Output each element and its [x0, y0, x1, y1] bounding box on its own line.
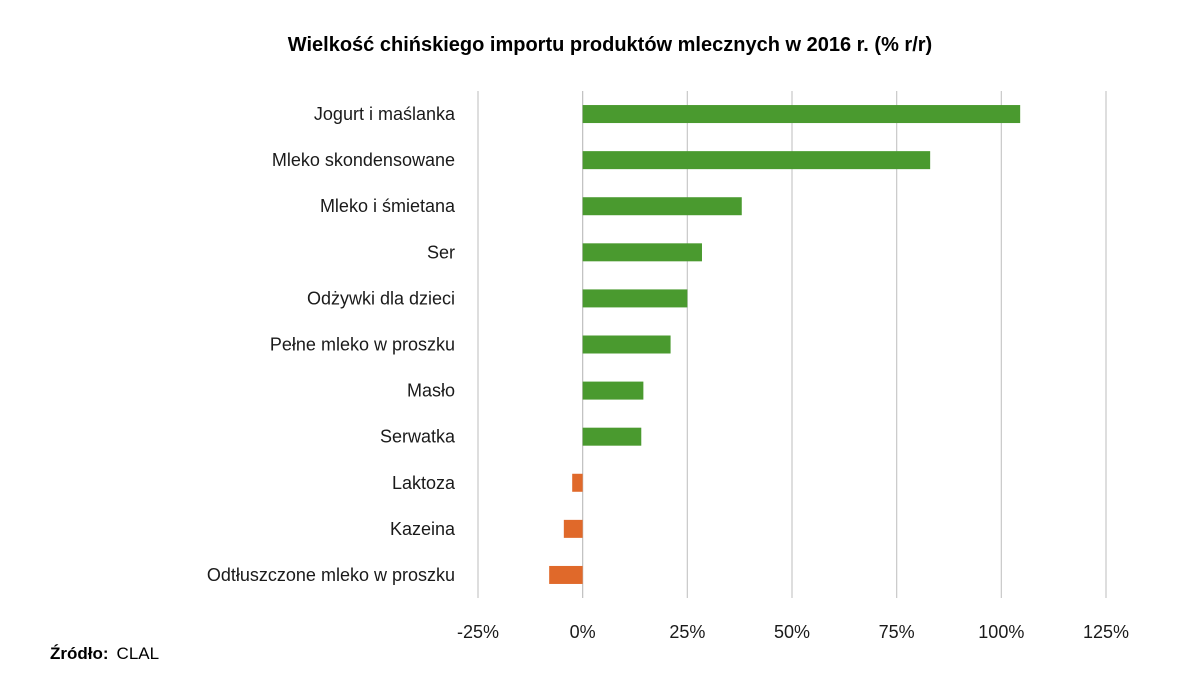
bar [572, 473, 583, 492]
bar [582, 105, 1021, 124]
bar [549, 565, 583, 584]
x-tick-label: 125% [1083, 622, 1129, 642]
bar [582, 335, 671, 354]
x-axis-tick-labels: -25% 0% 25% 50% 75% 100% 125% [457, 622, 1129, 642]
category-label: Laktoza [392, 473, 456, 493]
category-label: Pełne mleko w proszku [270, 335, 455, 355]
x-tick-label: 0% [570, 622, 596, 642]
bar [582, 243, 702, 262]
bars [549, 105, 1021, 584]
category-label: Serwatka [380, 427, 456, 447]
source-value: CLAL [116, 644, 160, 663]
bar [563, 519, 583, 538]
bar [582, 289, 688, 308]
bar [582, 197, 742, 216]
x-tick-label: -25% [457, 622, 499, 642]
category-label: Kazeina [390, 519, 456, 539]
category-label: Odtłuszczone mleko w proszku [207, 565, 455, 585]
x-tick-label: 75% [879, 622, 915, 642]
x-tick-label: 100% [978, 622, 1024, 642]
category-labels: Jogurt i maślanka Mleko skondensowane Mlek… [207, 104, 456, 585]
category-label: Mleko skondensowane [272, 150, 455, 170]
x-tick-label: 25% [669, 622, 705, 642]
category-label: Masło [407, 381, 455, 401]
category-label: Odżywki dla dzieci [307, 288, 455, 308]
bar [582, 381, 644, 400]
category-label: Jogurt i maślanka [314, 104, 456, 124]
chart-title: Wielkość chińskiego importu produktów ml… [287, 34, 933, 56]
x-tick-label: 50% [774, 622, 810, 642]
category-label: Ser [427, 242, 455, 262]
source-note: Źródło: CLAL [50, 644, 159, 664]
source-label: Źródło: [50, 644, 109, 663]
category-label: Mleko i śmietana [320, 196, 456, 216]
bar [582, 427, 642, 446]
bar [582, 151, 931, 170]
